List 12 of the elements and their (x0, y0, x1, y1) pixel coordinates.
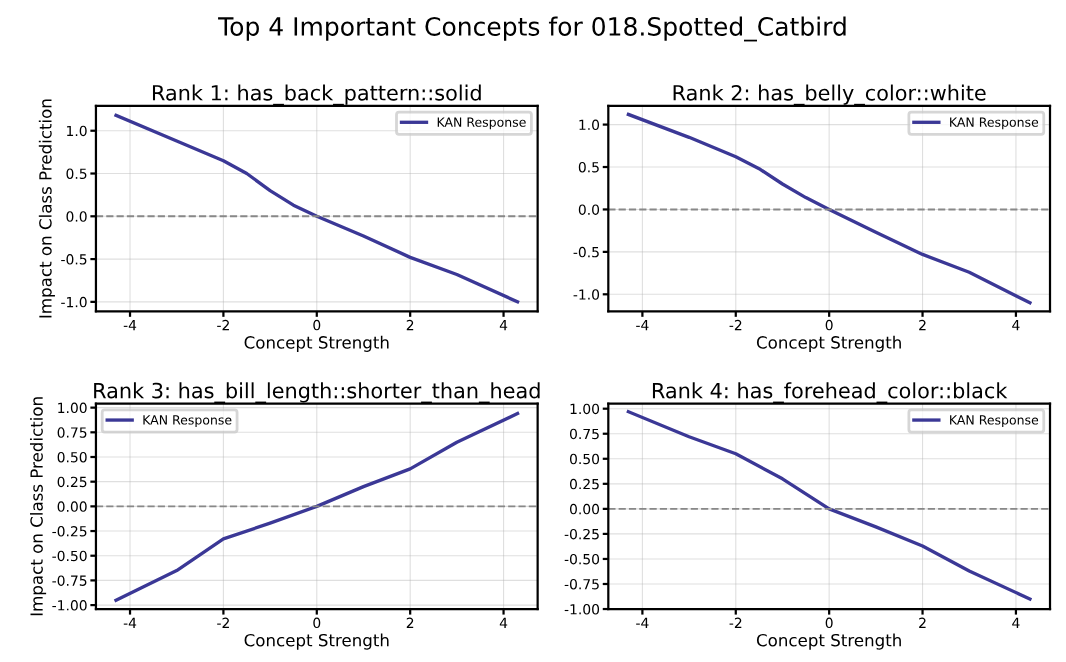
y-axis-title: Impact on Class Prediction (38, 99, 55, 318)
line-series (114, 411, 520, 602)
x-axis-title: Concept Strength (244, 633, 389, 650)
chart-title: Rank 2: has_belly_color::white (673, 84, 986, 106)
x-axis-title: Concept Strength (756, 335, 901, 352)
chart-title: Rank 3: has_bill_length::shorter_than_head (94, 382, 540, 404)
x-axis-title: Concept Strength (756, 633, 901, 650)
chart-title: Rank 4: has_forehead_color::black (652, 382, 1008, 404)
text: Top 4 Important Concepts for 018.Spotted_Catbird (218, 16, 846, 42)
x-axis-title: Concept Strength (244, 335, 389, 352)
y-axis-title: Impact on Class Prediction (29, 397, 47, 616)
chart-title: Rank 1: has_back_pattern::solid (152, 84, 481, 106)
